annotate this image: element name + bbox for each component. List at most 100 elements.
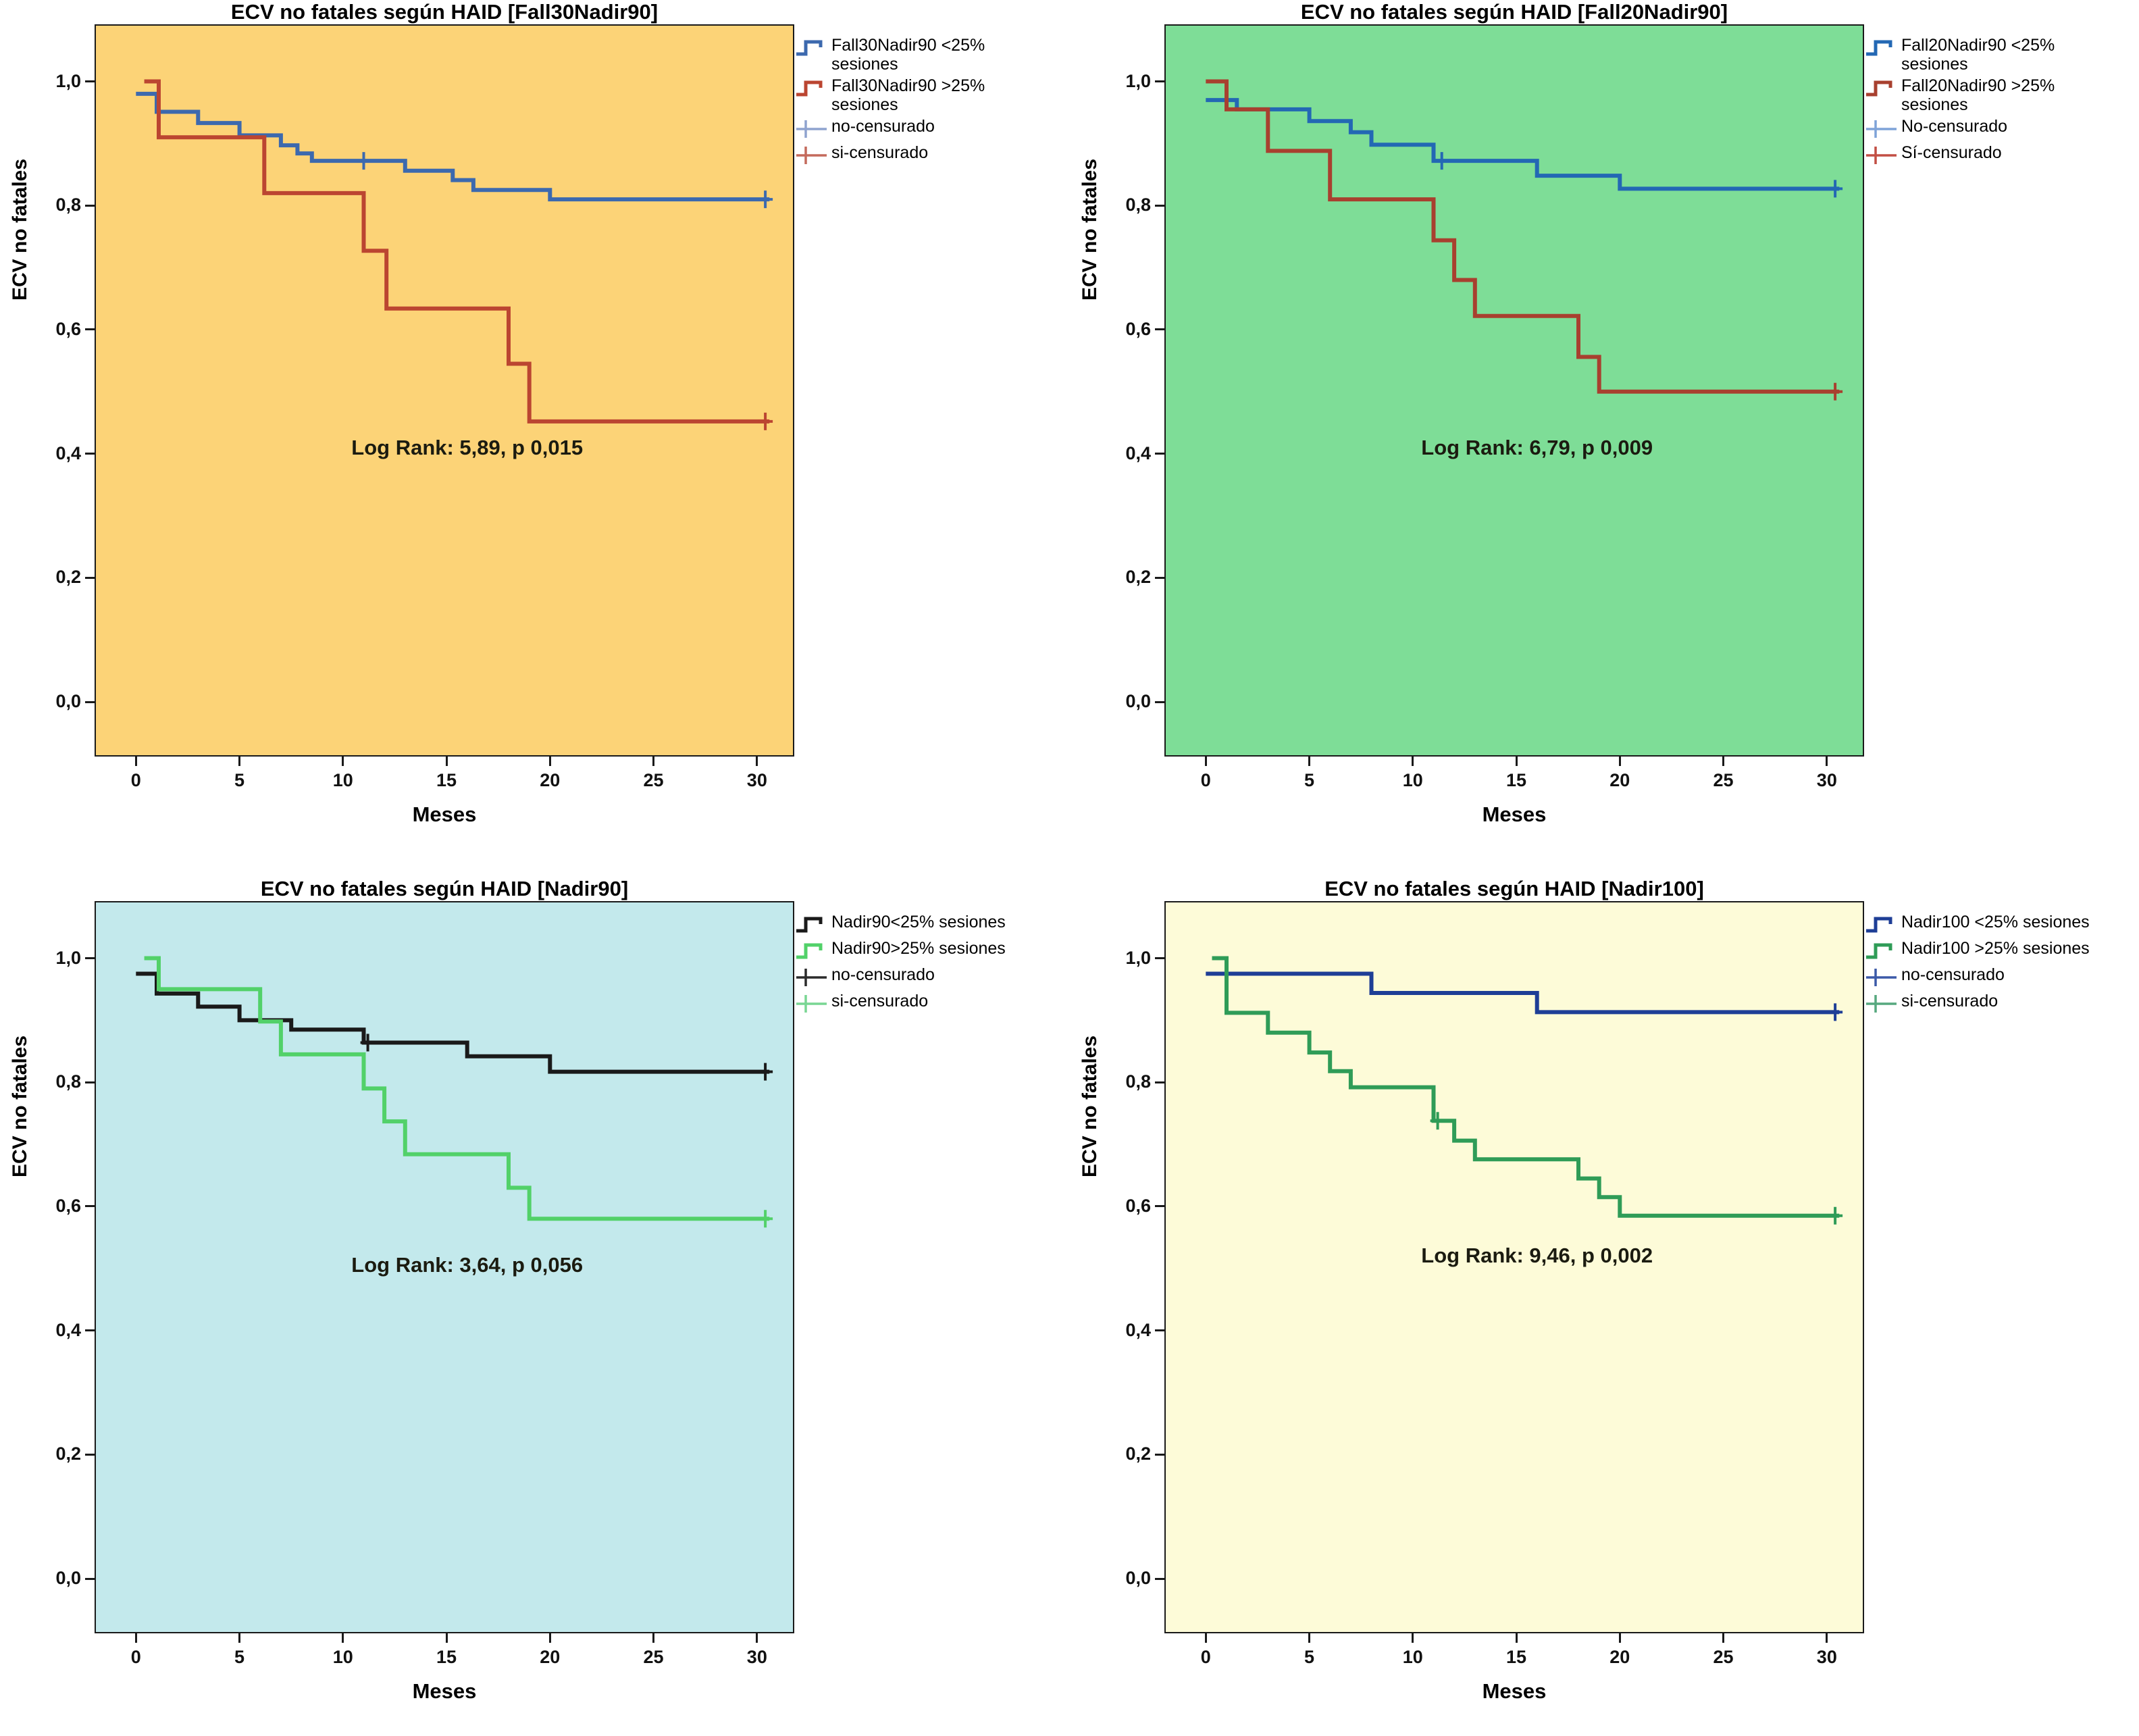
y-tick-label: 0,4: [55, 442, 81, 463]
y-tick-mark: [85, 204, 95, 207]
step-line-icon: [1866, 943, 1892, 959]
censor-mark: [1828, 382, 1843, 401]
legend-entry: Fall20Nadir90 >25% sesiones: [1865, 76, 2136, 114]
y-tick-label: 0,6: [55, 1195, 81, 1216]
plot-area: [95, 901, 794, 1633]
x-tick-mark: [134, 757, 137, 766]
y-tick-mark: [85, 957, 95, 959]
survival-curve: [144, 956, 770, 1221]
step-line-icon: [796, 80, 823, 97]
y-tick-mark: [1155, 1453, 1164, 1456]
legend-entry: si-censurado: [1865, 992, 2136, 1015]
censor-plus-icon: [1866, 969, 1897, 986]
step-line-icon: [1866, 80, 1892, 97]
log-rank-annotation: Log Rank: 9,46, p 0,002: [1421, 1244, 1653, 1268]
y-axis-title: ECV no fatales: [9, 1035, 31, 1178]
x-tick-mark: [1515, 757, 1518, 766]
y-tick-label: 0,8: [55, 195, 81, 215]
chart-title: ECV no fatales según HAID [Fall30Nadir90…: [230, 0, 659, 24]
step-line-icon: [796, 943, 823, 959]
censor-mark: [758, 1210, 773, 1228]
plot-area: [1164, 901, 1864, 1633]
x-tick-mark: [652, 1633, 655, 1643]
survival-curves: [136, 79, 773, 430]
y-tick-label: 0,8: [1125, 195, 1151, 215]
censor-mark: [758, 190, 773, 209]
censor-plus-icon: [1866, 147, 1897, 164]
legend-entry: Nadir90>25% sesiones: [796, 939, 1066, 963]
legend-entry: Fall20Nadir90 <25% sesiones: [1865, 36, 2136, 74]
y-tick-mark: [1155, 1205, 1164, 1208]
y-tick-label: 0,2: [1125, 567, 1151, 588]
y-tick-mark: [1155, 576, 1164, 579]
x-tick-mark: [1826, 1633, 1828, 1643]
censor-mark: [1828, 1003, 1843, 1021]
x-tick-label: 0: [1200, 770, 1211, 790]
legend-label: Fall30Nadir90 >25% sesiones: [831, 76, 985, 114]
y-tick-label: 1,0: [1125, 947, 1151, 968]
plot-area: [1164, 24, 1864, 757]
y-axis-title: ECV no fatales: [1079, 158, 1101, 301]
x-tick-label: 5: [234, 1647, 245, 1667]
legend: Nadir90<25% sesiones Nadir90>25% sesione…: [796, 913, 1066, 1015]
censor-plus-icon: [796, 120, 827, 138]
censor-mark: [1828, 1206, 1843, 1225]
x-tick-mark: [548, 1633, 551, 1643]
x-tick-label: 20: [540, 1647, 561, 1667]
y-tick-label: 1,0: [1125, 70, 1151, 91]
x-tick-mark: [1826, 757, 1828, 766]
x-tick-mark: [238, 757, 241, 766]
x-tick-label: 30: [1816, 1647, 1837, 1667]
x-tick-mark: [1722, 757, 1725, 766]
x-tick-label: 25: [1713, 770, 1734, 790]
censor-mark: [1828, 180, 1843, 198]
x-tick-label: 15: [436, 1647, 457, 1667]
legend-entry: Fall30Nadir90 <25% sesiones: [796, 36, 1066, 74]
y-tick-mark: [1155, 1081, 1164, 1083]
x-tick-label: 15: [436, 770, 457, 790]
x-tick-mark: [1722, 1633, 1725, 1643]
y-tick-mark: [1155, 700, 1164, 703]
x-tick-label: 10: [1402, 1647, 1423, 1667]
legend-entry: Fall30Nadir90 >25% sesiones: [796, 76, 1066, 114]
legend-label: si-censurado: [1901, 992, 1999, 1011]
legend-entry: Nadir100 >25% sesiones: [1865, 939, 2136, 963]
x-tick-label: 10: [332, 1647, 353, 1667]
survival-curves: [1206, 79, 1843, 401]
x-tick-mark: [238, 1633, 241, 1643]
y-tick-mark: [1155, 1329, 1164, 1332]
legend-entry: si-censurado: [796, 992, 1066, 1015]
x-tick-label: 20: [1609, 1647, 1630, 1667]
legend-label: Fall20Nadir90 >25% sesiones: [1901, 76, 2055, 114]
chart-title: ECV no fatales según HAID [Fall20Nadir90…: [1300, 0, 1728, 24]
x-tick-mark: [134, 1633, 137, 1643]
y-tick-label: 0,4: [1125, 442, 1151, 463]
chart-title: ECV no fatales según HAID [Nadir100]: [1324, 877, 1704, 900]
y-tick-label: 0,2: [55, 567, 81, 588]
y-tick-mark: [85, 328, 95, 331]
censor-plus-icon: [1866, 120, 1897, 138]
x-tick-mark: [445, 1633, 448, 1643]
censor-plus-icon: [796, 969, 827, 986]
y-tick-label: 0,8: [55, 1071, 81, 1092]
x-tick-label: 10: [332, 770, 353, 790]
legend-label: si-censurado: [831, 143, 929, 162]
survival-curve: [1212, 956, 1840, 1218]
x-tick-label: 10: [1402, 770, 1423, 790]
y-tick-mark: [85, 1205, 95, 1208]
legend-label: Nadir100 <25% sesiones: [1901, 913, 2090, 931]
x-tick-label: 0: [1200, 1647, 1211, 1667]
km-panel-fall20nadir90: ECV no fatales según HAID [Fall20Nadir90…: [1070, 0, 2139, 859]
legend: Nadir100 <25% sesiones Nadir100 >25% ses…: [1865, 913, 2136, 1015]
legend-label: Fall20Nadir90 <25% sesiones: [1901, 36, 2055, 74]
censor-plus-icon: [796, 147, 827, 164]
legend-entry: Nadir90<25% sesiones: [796, 913, 1066, 936]
survival-curve: [136, 971, 770, 1074]
legend-label: no-censurado: [1901, 965, 2005, 984]
survival-curve: [144, 79, 770, 424]
y-tick-mark: [85, 1329, 95, 1332]
km-panel-nadir100: ECV no fatales según HAID [Nadir100] ECV…: [1070, 877, 2139, 1736]
censor-mark: [1430, 1112, 1445, 1130]
y-tick-mark: [1155, 204, 1164, 207]
y-tick-mark: [1155, 328, 1164, 331]
